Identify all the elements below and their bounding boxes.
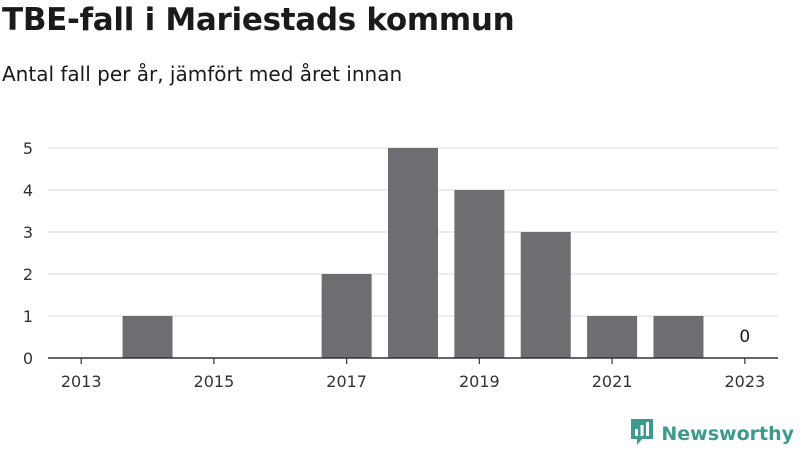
data-label: 0	[739, 327, 750, 347]
bar-2014	[122, 316, 173, 358]
bar-2021	[587, 316, 638, 358]
y-tick-label: 3	[23, 223, 33, 242]
y-tick-label: 2	[23, 265, 33, 284]
x-tick-label: 2021	[592, 372, 633, 391]
x-tick-label: 2023	[724, 372, 765, 391]
x-tick-label: 2013	[61, 372, 102, 391]
y-tick-label: 1	[23, 307, 33, 326]
bar-2020	[520, 232, 571, 358]
bar-chart: 0 1 2 3 4 5 2013 2015 2017 2019 2021 2023 0	[23, 139, 778, 391]
y-axis-tick-labels: 0 1 2 3 4 5	[23, 139, 33, 368]
y-tick-label: 5	[23, 139, 33, 158]
y-tick-label: 4	[23, 181, 33, 200]
data-labels: 0	[739, 327, 750, 347]
bar-2017	[321, 274, 372, 358]
x-axis: 2013 2015 2017 2019 2021 2023	[48, 357, 778, 391]
x-tick-label: 2015	[194, 372, 235, 391]
y-tick-label: 0	[23, 349, 33, 368]
bar-2019	[454, 190, 505, 358]
x-tick-label: 2017	[326, 372, 367, 391]
chart-title: TBE-fall i Mariestads kommun	[2, 2, 515, 38]
bar-2018	[388, 148, 438, 358]
bars	[122, 148, 704, 358]
brand-logo: Newsworthy	[629, 419, 794, 449]
brand-name: Newsworthy	[661, 423, 794, 445]
bar-2022	[653, 316, 704, 358]
x-tick-label: 2019	[459, 372, 500, 391]
chart-subtitle: Antal fall per år, jämfört med året inna…	[2, 62, 403, 86]
newsworthy-icon	[629, 417, 655, 451]
